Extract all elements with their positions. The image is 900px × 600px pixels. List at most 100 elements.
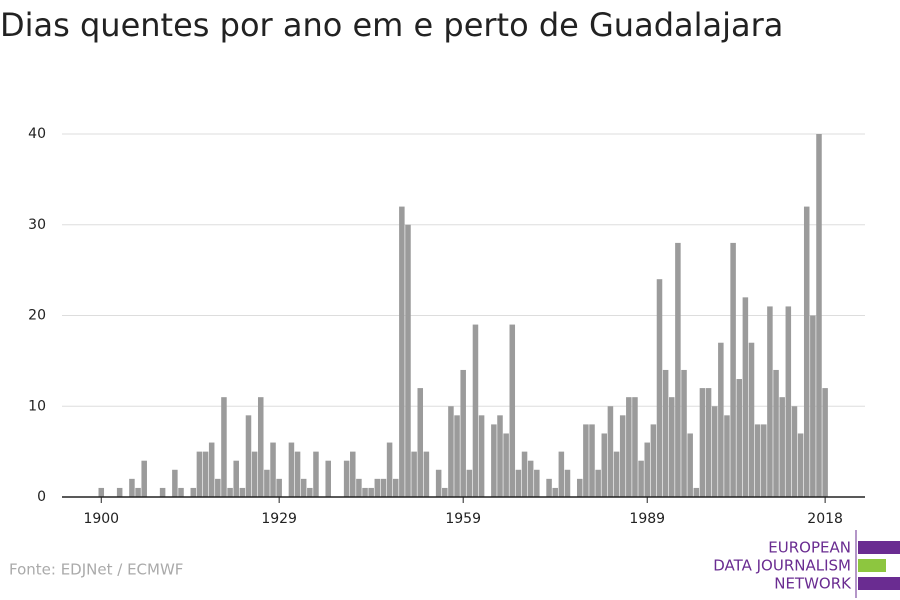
bar	[423, 451, 430, 497]
bar	[313, 451, 319, 497]
bar	[239, 487, 246, 497]
bar	[460, 369, 466, 497]
bar	[699, 388, 706, 497]
bar	[527, 460, 534, 497]
bar	[521, 451, 528, 497]
bar	[374, 478, 381, 497]
bar	[178, 487, 184, 497]
bar	[669, 397, 675, 497]
bar	[368, 487, 374, 497]
bar	[534, 469, 540, 497]
bar	[190, 487, 197, 497]
x-tick-label: 2018	[807, 511, 843, 527]
bar	[754, 424, 761, 497]
bar	[711, 406, 718, 497]
bar	[693, 487, 700, 497]
bar	[129, 478, 135, 497]
bar	[215, 478, 221, 497]
bar	[98, 487, 105, 497]
bar	[797, 433, 804, 497]
y-tick-label: 40	[28, 126, 46, 142]
bar	[816, 134, 822, 497]
bar	[607, 406, 614, 497]
bar	[343, 460, 350, 497]
bar	[675, 242, 681, 497]
bar	[264, 469, 270, 497]
logo-text: EUROPEAN	[768, 539, 851, 557]
bar	[662, 369, 669, 497]
y-tick-label: 0	[37, 489, 46, 505]
bar	[386, 442, 393, 497]
bar	[773, 369, 779, 497]
bar	[785, 306, 792, 497]
bar	[718, 342, 724, 497]
bar	[454, 415, 460, 497]
bar	[791, 406, 798, 497]
y-tick-label: 30	[28, 217, 46, 233]
bar	[687, 433, 693, 497]
bar	[221, 397, 227, 497]
bar	[497, 415, 503, 497]
x-tick-label: 1929	[261, 511, 297, 527]
bar	[730, 242, 736, 497]
bar	[159, 487, 166, 497]
bar	[705, 388, 712, 497]
bar	[767, 306, 773, 497]
bar	[227, 487, 233, 497]
bar	[478, 415, 485, 497]
bar	[724, 415, 730, 497]
bar	[595, 469, 601, 497]
bar	[411, 451, 417, 497]
bar	[748, 342, 755, 497]
bar	[650, 424, 657, 497]
bar	[803, 206, 810, 497]
bar	[245, 415, 252, 497]
bar	[251, 451, 258, 497]
bar	[779, 397, 785, 497]
bar	[638, 460, 644, 497]
bar	[742, 297, 749, 497]
bar	[294, 451, 301, 497]
bar	[307, 487, 313, 497]
bar	[626, 397, 632, 497]
bar	[632, 397, 638, 497]
bar	[135, 487, 141, 497]
bar	[583, 424, 589, 497]
bar	[116, 487, 123, 497]
bar	[576, 478, 583, 497]
bar	[325, 460, 331, 497]
x-tick-label: 1959	[445, 511, 481, 527]
bar	[613, 451, 620, 497]
bar	[435, 469, 442, 497]
x-tick-label: 1900	[83, 511, 119, 527]
bar	[822, 388, 828, 497]
bar	[270, 442, 276, 497]
bar	[558, 451, 565, 497]
y-tick-label: 20	[28, 308, 46, 324]
bar	[491, 424, 497, 497]
logo-text: NETWORK	[774, 575, 852, 593]
bar	[515, 469, 522, 497]
bar	[564, 469, 571, 497]
bar	[172, 469, 178, 497]
source: Fonte: EDJNet / ECMWF	[9, 561, 183, 579]
bar	[472, 324, 479, 497]
chart-title: Dias quentes por ano em e perto de Guada…	[0, 6, 783, 44]
bar	[288, 442, 295, 497]
bar	[466, 469, 473, 497]
bar	[350, 451, 356, 497]
bar	[300, 478, 307, 497]
bar	[761, 424, 767, 497]
bar	[656, 279, 663, 497]
bar	[257, 397, 264, 497]
bar	[546, 478, 552, 497]
bar	[810, 315, 816, 497]
bar	[356, 478, 362, 497]
bar	[417, 388, 424, 497]
bar	[392, 478, 399, 497]
bar	[552, 487, 558, 497]
logo-text: DATA JOURNALISM	[713, 557, 851, 575]
bar	[509, 324, 516, 497]
bar	[362, 487, 368, 497]
